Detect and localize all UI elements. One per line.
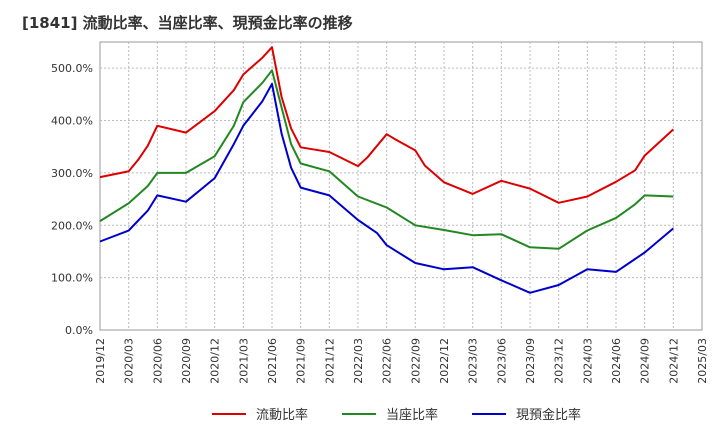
y-tick-label: 500.0%	[51, 62, 93, 75]
legend: 流動比率 当座比率 現預金比率	[212, 407, 581, 423]
chart-title: [1841] 流動比率、当座比率、現預金比率の推移	[22, 14, 353, 32]
x-tick-label: 2022/12	[438, 338, 451, 384]
x-tick-label: 2020/09	[180, 338, 193, 384]
x-tick-label: 2020/03	[123, 338, 136, 384]
x-tick-label: 2020/06	[151, 338, 164, 384]
x-tick-label: 2021/09	[295, 338, 308, 384]
x-tick-label: 2022/09	[409, 338, 422, 384]
y-tick-label: 0.0%	[65, 324, 93, 337]
series-line-1	[99, 46, 674, 204]
series-line-3	[99, 82, 674, 294]
x-tick-label: 2023/12	[553, 338, 566, 384]
x-tick-label: 2024/06	[610, 338, 623, 384]
x-tick-label: 2021/03	[237, 338, 250, 384]
x-tick-label: 2021/06	[266, 338, 279, 384]
grid-layer	[99, 41, 703, 331]
legend-label-2: 当座比率	[386, 407, 438, 423]
y-tick-label: 400.0%	[51, 115, 93, 128]
plot-frame	[99, 41, 703, 331]
legend-label-1: 流動比率	[256, 407, 308, 423]
x-tick-label: 2022/06	[381, 338, 394, 384]
y-tick-label: 200.0%	[51, 219, 93, 232]
x-tick-label: 2022/03	[352, 338, 365, 384]
x-tick-label: 2021/12	[323, 338, 336, 384]
legend-label-3: 現預金比率	[516, 407, 581, 423]
y-tick-label: 100.0%	[51, 272, 93, 285]
x-tick-label: 2025/03	[696, 338, 709, 384]
x-tick-label: 2023/09	[524, 338, 537, 384]
x-tick-label: 2024/09	[639, 338, 652, 384]
x-tick-label: 2019/12	[94, 338, 107, 384]
y-tick-label: 300.0%	[51, 167, 93, 180]
x-tick-label: 2024/03	[581, 338, 594, 384]
x-tick-label: 2020/12	[209, 338, 222, 384]
x-tick-label: 2023/06	[495, 338, 508, 384]
x-tick-label: 2024/12	[667, 338, 680, 384]
series-layer	[99, 46, 674, 294]
axis-layer: 2019/12 2020/03 2020/06 2020/09 2020/12 2021/…	[51, 62, 709, 384]
series-line-2	[99, 69, 674, 250]
x-tick-label: 2023/03	[467, 338, 480, 384]
